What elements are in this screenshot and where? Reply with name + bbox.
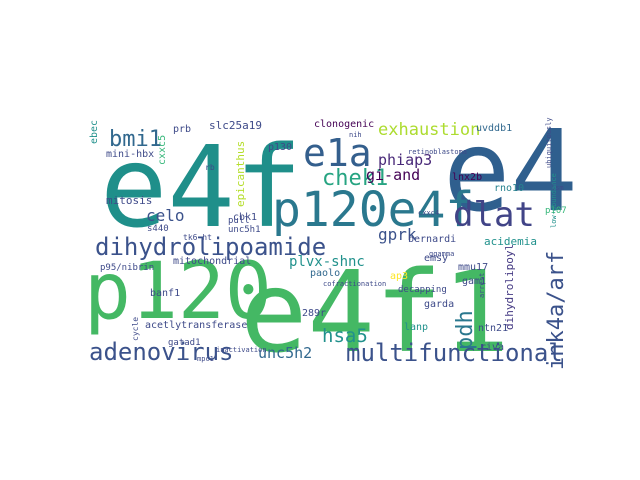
- word-e4f: e4f: [100, 123, 302, 253]
- word-phiap3: phiap3: [378, 151, 432, 169]
- word-dlat: dlat: [453, 195, 535, 235]
- word-p130: p130: [268, 142, 292, 153]
- word-retinoblastoma: retinoblastoma: [408, 148, 467, 156]
- word-ubiquitously: ubiquitously: [545, 117, 553, 168]
- word-dihydrolipoamide: dihydrolipoamide: [95, 233, 326, 261]
- word-prb: prb: [173, 124, 191, 135]
- word-e1a: e1a: [303, 131, 372, 175]
- word-inactivation: inactivation: [216, 346, 267, 354]
- word-ebec: ebec: [89, 120, 100, 144]
- word-dihydrolipoyl: dihydrolipoyl: [503, 244, 516, 330]
- word-cycle: cycle: [131, 317, 140, 341]
- word-garda: garda: [424, 299, 454, 310]
- word-ap3: ap3: [390, 271, 408, 282]
- word-emsy: emsy: [424, 253, 448, 264]
- word-mini-hbx: mini-hbx: [106, 149, 154, 160]
- word-decapping: decapping: [398, 285, 447, 295]
- word-cbk1: cbk1: [233, 212, 257, 223]
- word-lanp: lanp: [404, 322, 428, 333]
- word-hsa5: hsa5: [322, 325, 368, 347]
- word-exhaustion: exhaustion: [378, 120, 480, 140]
- word-paolo: paolo: [310, 268, 340, 279]
- word-gi-and: gi-and: [366, 166, 420, 184]
- word-ntn21: ntn21: [478, 323, 508, 334]
- word-cofractionation: cofractionation: [323, 280, 386, 288]
- word-acidemia: acidemia: [484, 235, 537, 248]
- word-gprk: gprk: [378, 225, 417, 244]
- word-p107: p107: [545, 206, 567, 216]
- word-pdh: pdh: [453, 310, 478, 350]
- word-gam1: gam1: [462, 276, 486, 287]
- word-p95-nibrin: p95/nibrin: [100, 263, 154, 273]
- word-tk6-ht: tk6-ht: [183, 233, 212, 242]
- word-289r: 289r: [302, 308, 326, 319]
- word-nih: nih: [349, 131, 362, 139]
- word-s440: s440: [147, 224, 169, 234]
- word-unc5h2: unc5h2: [258, 344, 312, 362]
- word-rno10: rno10: [494, 183, 524, 194]
- word-ink4a-arf: ink4a/arf: [544, 251, 569, 370]
- word-e4f1: e4f1: [240, 248, 510, 378]
- word-bmi1: bmi1: [109, 127, 162, 152]
- word-lsm: lsm: [551, 184, 564, 192]
- word-uvddb1: uvddb1: [476, 123, 512, 134]
- word-epicanthus: epicanthus: [234, 141, 247, 207]
- word-cxxc4: cxxc4: [418, 209, 439, 217]
- word-slc25a19: slc25a19: [209, 119, 262, 132]
- word-bernardi: bernardi: [408, 234, 456, 245]
- word-pull: pull: [228, 216, 250, 226]
- word-low-abundance: low-abundance: [550, 173, 558, 228]
- word-mitochondrial: mitochondrial: [173, 256, 251, 267]
- word-arrest: arrest: [478, 273, 486, 298]
- word-multifunctional: multifunctional: [346, 339, 563, 367]
- word-riva: riva: [480, 342, 504, 353]
- word-mitosis: mitosis: [106, 194, 152, 207]
- word-cxxc5: cxxc5: [157, 135, 168, 165]
- word-p120e4f: p120e4f: [272, 182, 474, 238]
- word-chek1: chek1: [322, 166, 388, 191]
- word-acetlytransferase: acetlytransferase: [145, 320, 247, 331]
- word-adenovirus: adenovirus: [89, 338, 234, 366]
- word-p120: p120: [84, 247, 272, 337]
- word-rb: rb: [205, 163, 215, 172]
- word-ggamma: ggamma: [429, 250, 454, 258]
- word-mpc1: mpc1: [197, 355, 214, 363]
- word-e4: e4: [443, 107, 578, 237]
- word-mmu17: mmu17: [458, 262, 488, 273]
- word-lnx2b: lnx2b: [452, 172, 482, 183]
- word-celo: celo: [146, 206, 185, 225]
- word-clonogenic: clonogenic: [314, 119, 374, 130]
- word-gatad1: gatad1: [168, 338, 201, 348]
- word-banf1: banf1: [150, 288, 180, 299]
- word-unc5h1: unc5h1: [228, 225, 261, 235]
- word-plvx-shnc: plvx-shnc: [289, 254, 365, 270]
